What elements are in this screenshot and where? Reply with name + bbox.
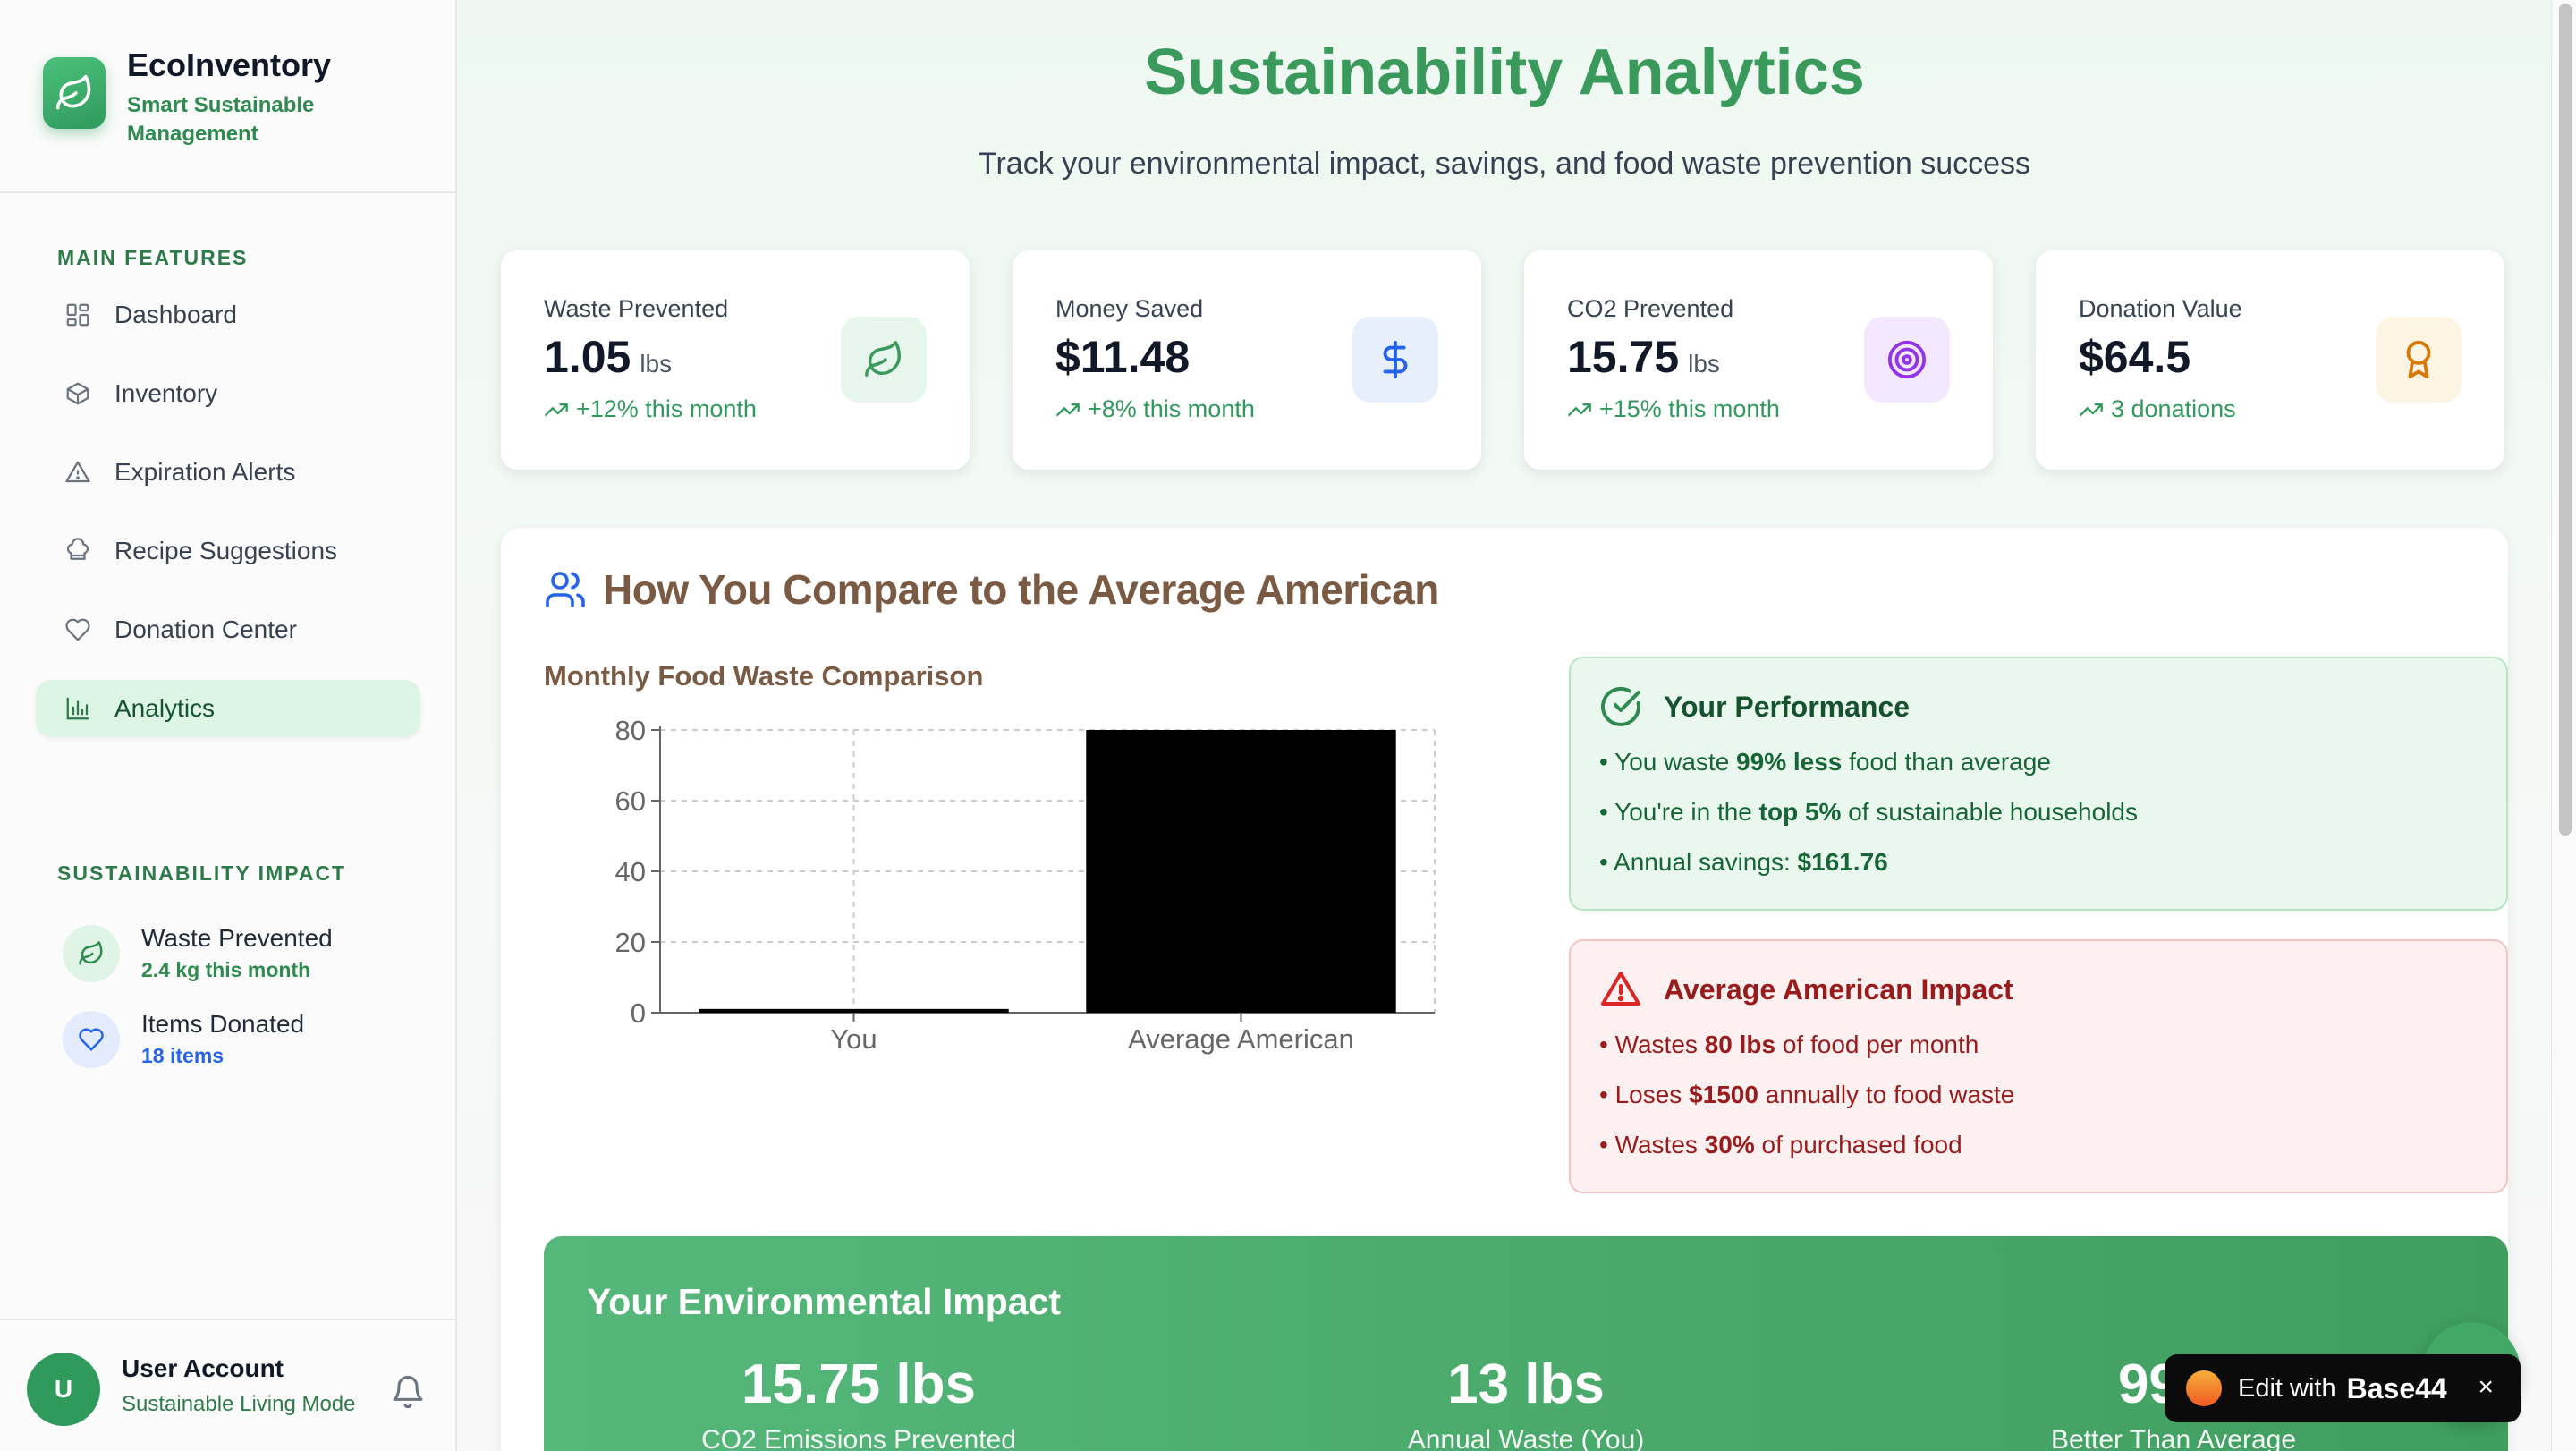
box-icon	[63, 378, 93, 409]
user-account-bar: U User Account Sustainable Living Mode	[0, 1319, 457, 1451]
user-name: User Account	[122, 1354, 284, 1382]
stat-card-waste-prevented: Waste Prevented 1.05 lbs +12% this month	[501, 250, 970, 470]
trending-up-icon	[2080, 403, 2103, 416]
avatar[interactable]: U	[27, 1353, 100, 1426]
scrollbar-thumb[interactable]	[2559, 4, 2572, 836]
sidebar-item-dashboard[interactable]: Dashboard	[36, 286, 420, 344]
impact-value: 18 items	[141, 1044, 225, 1067]
environmental-impact-title: Your Environmental Impact	[587, 1281, 1062, 1322]
trending-up-icon	[545, 403, 568, 416]
performance-line: • You waste 99% less food than average	[1599, 748, 2051, 776]
env-stat: 13 lbs Annual Waste (You)	[1407, 1353, 1645, 1451]
stat-value: $11.48	[1055, 332, 1191, 382]
leaf-logo-icon	[43, 57, 106, 129]
heart-icon	[63, 1010, 120, 1068]
y-tick-label: 60	[615, 785, 646, 817]
leaf-icon	[841, 317, 927, 403]
y-tick-label: 20	[615, 927, 646, 958]
edit-with-base44-badge[interactable]: Edit with Base44 ×	[2165, 1354, 2521, 1422]
stat-card-donation-value: Donation Value $64.5 3 donations	[2036, 250, 2504, 470]
sustainability-impact-heading: SUSTAINABILITY IMPACT	[57, 861, 347, 885]
stat-label: Donation Value	[2079, 295, 2242, 322]
sidebar-item-expiration-alerts[interactable]: Expiration Alerts	[36, 444, 420, 501]
y-tick-label: 40	[615, 856, 646, 887]
brand-subtitle: Smart Sustainable Management	[127, 93, 315, 146]
stat-trend: 3 donations	[2079, 395, 2236, 423]
stat-label: Money Saved	[1055, 295, 1204, 322]
stat-card-co2-prevented: CO2 Prevented 15.75 lbs +15% this month	[1524, 250, 1993, 470]
impact-value: 2.4 kg this month	[141, 958, 311, 981]
stat-value: $64.5	[2079, 332, 2191, 382]
dollar-icon	[1352, 317, 1438, 403]
comparison-panel: How You Compare to the Average American …	[501, 528, 2508, 1451]
page-title: Sustainability Analytics	[1144, 37, 1865, 108]
sidebar-item-label: Inventory	[114, 379, 218, 407]
stat-trend: +8% this month	[1055, 395, 1255, 423]
page-subtitle: Track your environmental impact, savings…	[978, 147, 2031, 181]
impact-title: Waste Prevented	[141, 924, 333, 952]
leaf-icon	[63, 924, 120, 982]
average-line: • Wastes 80 lbs of food per month	[1599, 1031, 1979, 1058]
sidebar-item-label: Donation Center	[114, 615, 297, 643]
bar-average-american	[1086, 730, 1396, 1013]
bell-icon[interactable]	[390, 1374, 426, 1410]
stat-value: 15.75 lbs	[1567, 332, 1720, 382]
performance-line: • Annual savings: $161.76	[1599, 848, 1888, 876]
sidebar-item-label: Analytics	[114, 694, 216, 722]
brand-name: EcoInventory	[127, 47, 332, 83]
sidebar-item-donation-center[interactable]: Donation Center	[36, 601, 420, 658]
performance-title: Your Performance	[1599, 685, 1910, 728]
sidebar: EcoInventory Smart Sustainable Managemen…	[0, 0, 457, 1451]
impact-title: Items Donated	[141, 1010, 305, 1038]
trending-up-icon	[1568, 403, 1591, 416]
user-mode: Sustainable Living Mode	[122, 1392, 356, 1416]
main-features-heading: MAIN FEATURES	[57, 246, 249, 269]
users-icon	[546, 572, 585, 607]
sidebar-item-label: Expiration Alerts	[114, 458, 296, 486]
waste-comparison-chart: 0 20 40 60 80 You Average American	[615, 715, 1436, 1055]
close-icon[interactable]: ×	[2478, 1372, 2494, 1402]
chef-hat-icon	[63, 536, 93, 566]
heart-icon	[63, 615, 93, 645]
stat-trend: +12% this month	[544, 395, 757, 423]
chart-title: Monthly Food Waste Comparison	[544, 660, 984, 692]
impact-items-donated: Items Donated 18 items	[63, 1010, 304, 1068]
average-line: • Loses $1500 annually to food waste	[1599, 1081, 2015, 1108]
grid-icon	[63, 300, 93, 330]
award-icon	[2376, 317, 2462, 403]
sidebar-item-inventory[interactable]: Inventory	[36, 365, 420, 422]
y-tick-label: 80	[615, 715, 646, 746]
bar-you	[699, 1008, 1009, 1013]
brand-header: EcoInventory Smart Sustainable Managemen…	[0, 0, 455, 193]
comparison-title: How You Compare to the Average American	[544, 565, 1439, 614]
average-line: • Wastes 30% of purchased food	[1599, 1131, 1962, 1158]
stat-value: 1.05 lbs	[544, 332, 673, 382]
sidebar-item-label: Dashboard	[114, 301, 237, 328]
stat-card-money-saved: Money Saved $11.48 +8% this month	[1013, 250, 1481, 470]
warning-icon	[63, 457, 93, 488]
impact-waste-prevented: Waste Prevented 2.4 kg this month	[63, 924, 333, 982]
sidebar-item-recipe-suggestions[interactable]: Recipe Suggestions	[36, 522, 420, 580]
scrollbar[interactable]	[2551, 0, 2576, 1451]
target-icon	[1864, 317, 1950, 403]
stat-label: Waste Prevented	[544, 295, 729, 322]
sidebar-item-label: Recipe Suggestions	[114, 537, 338, 564]
y-tick-label: 0	[631, 997, 646, 1029]
warning-icon	[1601, 972, 1640, 1006]
check-circle-icon	[1601, 686, 1640, 726]
average-american-card: Average American Impact • Wastes 80 lbs …	[1569, 939, 2508, 1193]
stat-label: CO2 Prevented	[1567, 295, 1734, 322]
bar-chart-icon	[63, 693, 93, 724]
trending-up-icon	[1056, 403, 1080, 416]
performance-line: • You're in the top 5% of sustainable ho…	[1599, 798, 2138, 826]
main-content: Sustainability Analytics Track your envi…	[458, 0, 2551, 1451]
x-tick-label: You	[830, 1023, 877, 1055]
x-tick-label: Average American	[1128, 1023, 1354, 1055]
performance-card: Your Performance • You waste 99% less fo…	[1569, 657, 2508, 911]
sidebar-item-analytics[interactable]: Analytics	[36, 680, 420, 737]
env-stat: 15.75 lbs CO2 Emissions Prevented	[701, 1353, 1016, 1451]
stat-trend: +15% this month	[1567, 395, 1780, 423]
average-title: Average American Impact	[1599, 968, 2013, 1011]
base44-logo-icon	[2186, 1370, 2222, 1406]
